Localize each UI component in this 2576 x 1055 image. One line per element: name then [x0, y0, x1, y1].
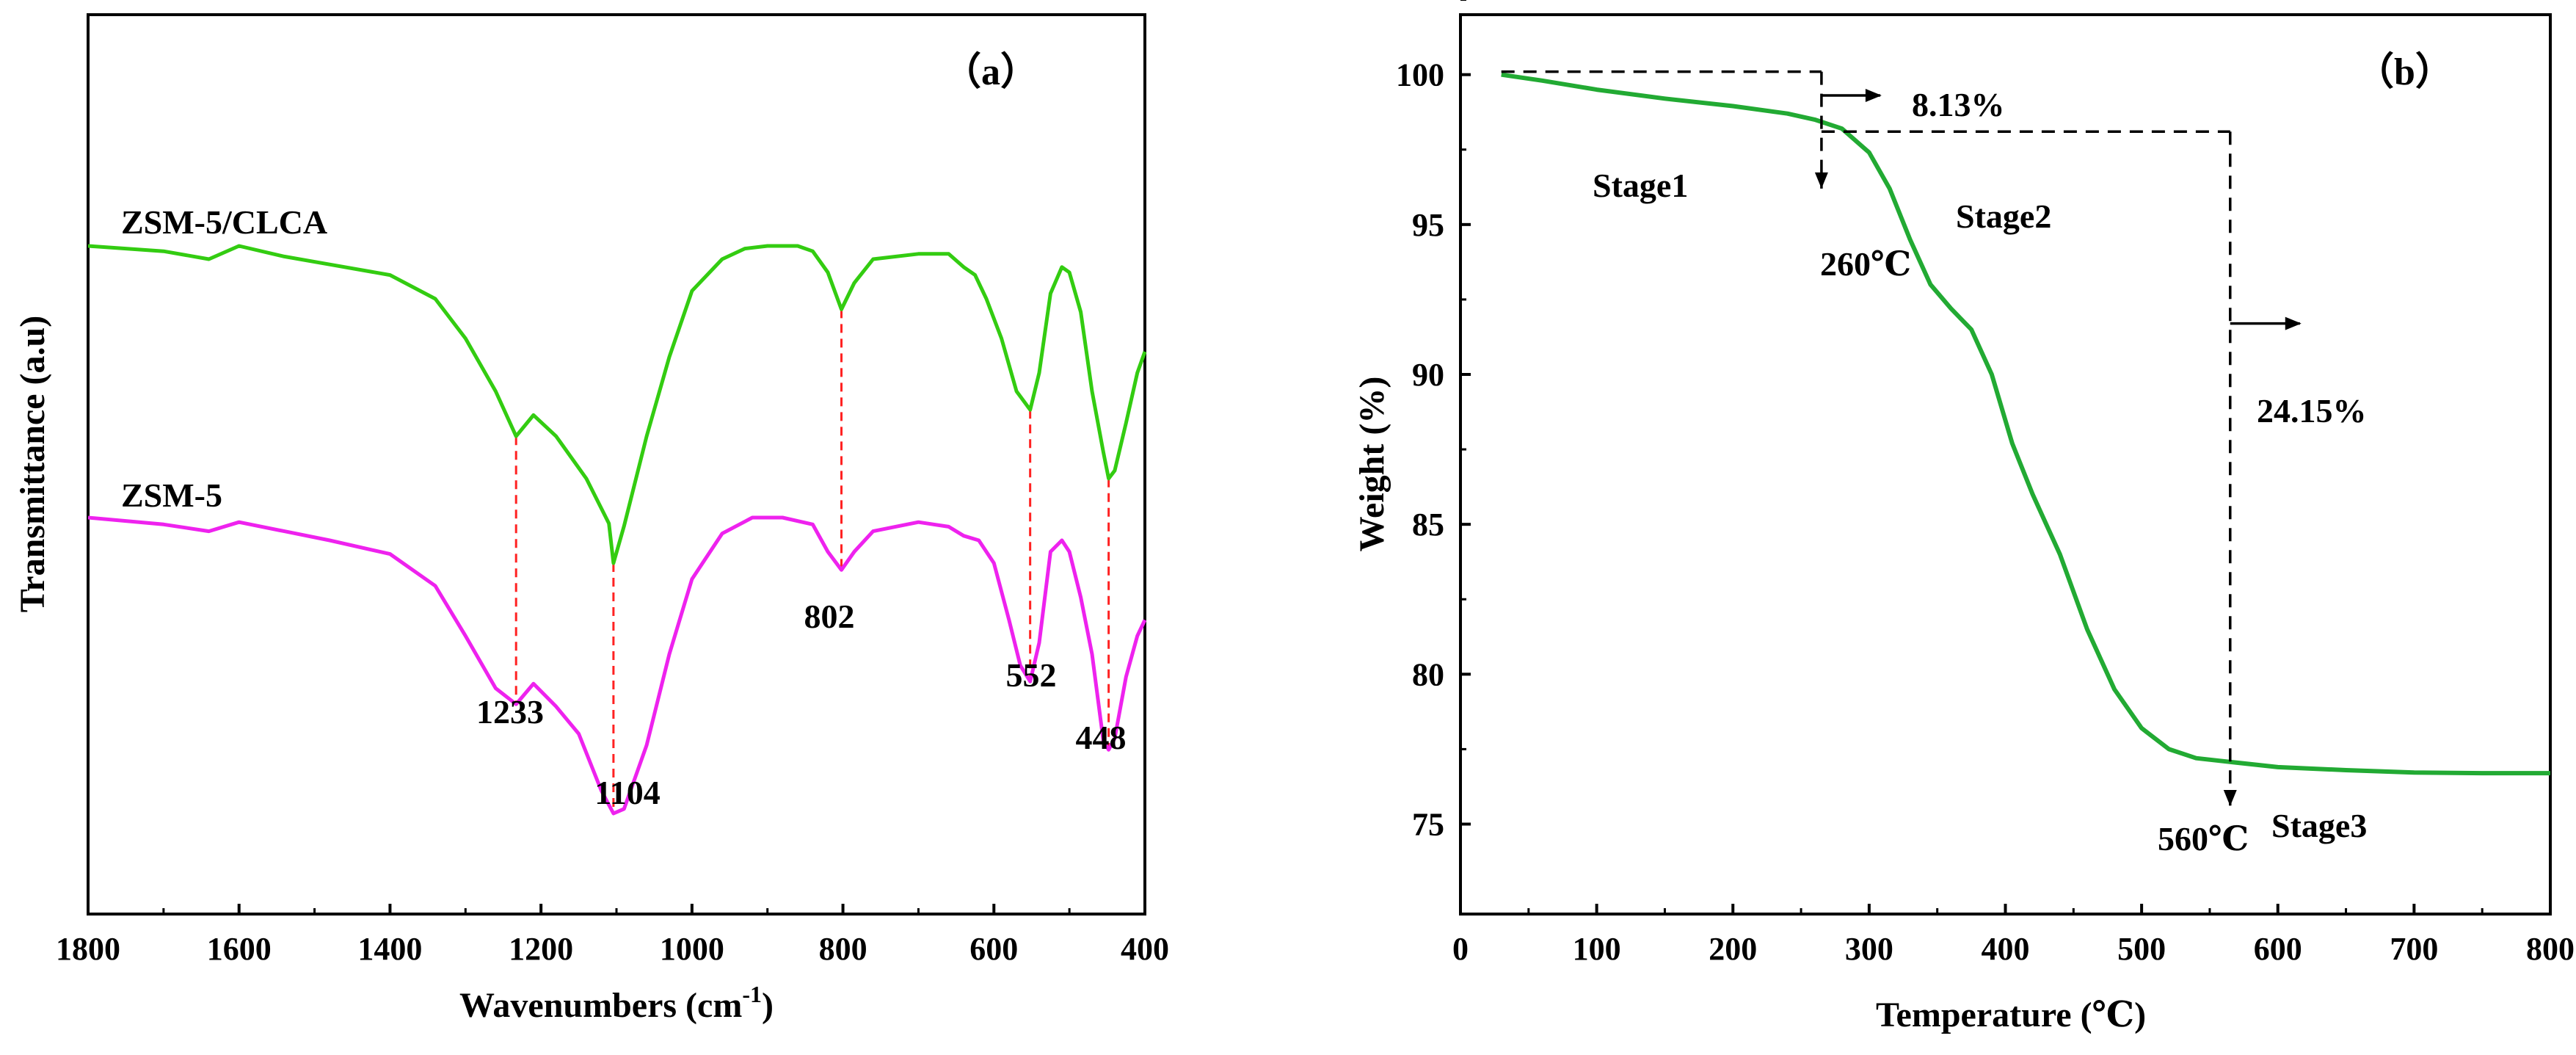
b-ytick-label-5: 100 [1396, 57, 1444, 93]
arrow-8-13-head [1865, 89, 1882, 102]
b-ytick-label-2: 85 [1412, 507, 1444, 543]
a-xtick-label-4: 1000 [660, 931, 724, 967]
loss-label-8-13: 8.13% [1912, 86, 2005, 123]
panel-a-peak-guides [514, 309, 1110, 813]
peak-label-1104: 1104 [594, 774, 660, 811]
panel-b-frame [1459, 13, 2552, 916]
b-ytick-label-1: 80 [1412, 656, 1444, 692]
panel-a-x-ticks: 1800 1600 1400 1200 1000 800 600 400 [56, 904, 1169, 967]
panel-a-xlabel: Wavenumbers (cm-1) [459, 981, 774, 1025]
panel-a-label: （a） [943, 51, 1038, 93]
b-ytick-label-3: 90 [1412, 357, 1444, 393]
b-xtick-label-7: 700 [2390, 931, 2438, 967]
series-line-zsm5-clca [87, 244, 1147, 565]
panel-b-series [1501, 72, 2550, 776]
panel-a-ylabel: Transmittance (a.u) [13, 316, 52, 612]
stage2-label: Stage2 [1956, 197, 2051, 235]
b-xtick-label-2: 200 [1709, 931, 1757, 967]
series-line-zsm5 [87, 515, 1147, 816]
peak-label-1233: 1233 [476, 693, 544, 730]
temp-label-260: 260℃ [1820, 245, 1911, 283]
weight-curve [1501, 72, 2550, 776]
peak-label-448: 448 [1076, 719, 1127, 756]
loss-label-24-15: 24.15% [2257, 392, 2367, 429]
a-xtick-label-7: 400 [1121, 931, 1169, 967]
panel-b-ticks: 0 100 200 300 400 500 600 700 800 75 80 85 90 95 100 [1396, 0, 2575, 967]
a-xtick-label-3: 1200 [509, 931, 573, 967]
b-xtick-label-4: 400 [1982, 931, 2030, 967]
arrow-24-15-head [2285, 316, 2302, 330]
panel-b-xlabel: Temperature (℃) [1876, 996, 2146, 1034]
peak-label-552: 552 [1006, 656, 1057, 694]
arrow-260-down [1814, 172, 1828, 189]
panel-b-dashed-markers [1501, 70, 2302, 806]
peak-label-802: 802 [804, 598, 855, 635]
stage3-label: Stage3 [2271, 807, 2367, 844]
b-xtick-label-1: 100 [1573, 931, 1621, 967]
a-xtick-label-0: 1800 [56, 931, 120, 967]
a-xtick-label-1: 1600 [207, 931, 272, 967]
arrow-560-down [2223, 790, 2237, 806]
b-ytick-label-0: 75 [1412, 807, 1444, 843]
a-xtick-label-5: 800 [819, 931, 867, 967]
series-label-zsm5: ZSM-5 [121, 476, 222, 514]
panel-b-label: （b） [2356, 51, 2453, 93]
b-xtick-label-5: 500 [2117, 931, 2166, 967]
a-xtick-label-6: 600 [969, 931, 1018, 967]
b-xtick-label-3: 300 [1845, 931, 1893, 967]
b-xtick-label-8: 800 [2526, 931, 2575, 967]
panel-b-ylabel: Weight (%) [1353, 377, 1391, 552]
stage1-label: Stage1 [1593, 167, 1688, 204]
series-label-zsm5-clca: ZSM-5/CLCA [121, 203, 327, 241]
b-ytick-label-4: 95 [1412, 207, 1444, 243]
temp-label-560: 560℃ [2158, 820, 2249, 858]
panel-a-series [87, 244, 1147, 816]
b-xtick-label-6: 600 [2254, 931, 2302, 967]
a-xtick-label-2: 1400 [357, 931, 422, 967]
b-xtick-label-0: 0 [1452, 931, 1469, 967]
